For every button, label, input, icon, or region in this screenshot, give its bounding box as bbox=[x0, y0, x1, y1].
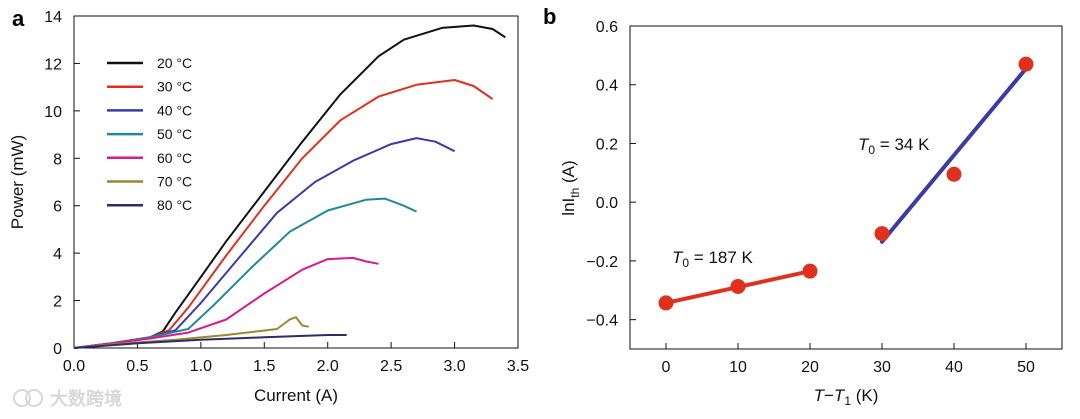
chart-a-xtick-label: 1.5 bbox=[253, 358, 275, 375]
legend-label-0: 20 °C bbox=[157, 55, 192, 71]
chart-a-ytick-label: 2 bbox=[53, 294, 62, 311]
panel-b-label: b bbox=[543, 4, 556, 29]
chart-b-xtick-label: 30 bbox=[873, 359, 891, 376]
legend-label-6: 80 °C bbox=[157, 197, 192, 213]
chart-b-xtick-label: 10 bbox=[729, 359, 747, 376]
chart-b-ytick-label: 0.4 bbox=[596, 78, 618, 95]
fit-label-34k-t: T bbox=[858, 135, 870, 154]
chart-a-ylabel: Power (mW) bbox=[8, 135, 27, 229]
panel-a-label: a bbox=[12, 6, 25, 31]
data-point-3 bbox=[874, 226, 890, 242]
fit-label-187k-sub: 0 bbox=[682, 256, 689, 270]
chart-b-ytick-label: −0.4 bbox=[586, 313, 618, 330]
chart-b-ytick-label: −0.2 bbox=[586, 254, 618, 271]
chart-a-frame bbox=[73, 15, 519, 349]
watermark-text: 大数跨境 bbox=[50, 388, 122, 409]
chart-b-ylabel: lnIth (A) bbox=[559, 160, 582, 215]
chart-a-ytick-label: 0 bbox=[53, 341, 62, 358]
chart-a-xtick-label: 0.0 bbox=[63, 358, 85, 375]
fit-line-1 bbox=[880, 66, 1028, 244]
legend-label-2: 40 °C bbox=[157, 102, 192, 118]
watermark: 大数跨境 bbox=[13, 388, 122, 409]
chart-a: 0.0 0.5 1.0 1.5 2.0 2.5 3.0 3.5 0 2 4 6 8 10 12 14 20 °… bbox=[8, 9, 529, 405]
fit-label-187k-val: = 187 K bbox=[689, 248, 753, 267]
series-line-6 bbox=[73, 334, 347, 349]
chart-a-ytick-label: 14 bbox=[44, 9, 62, 26]
fit-label-187k: T0 = 187 K bbox=[672, 248, 754, 270]
data-point-0 bbox=[658, 295, 674, 311]
series-line-0 bbox=[73, 24, 506, 349]
chart-a-ytick-label: 10 bbox=[44, 104, 62, 121]
chart-a-ytick-label: 12 bbox=[44, 56, 62, 73]
chart-b-ytick-label: 0.6 bbox=[596, 19, 618, 36]
fit-label-34k: T0 = 34 K bbox=[858, 135, 930, 157]
chart-a-xtick-label: 3.0 bbox=[443, 358, 465, 375]
chart-a-xtick-label: 0.5 bbox=[126, 358, 148, 375]
chart-b-xlabel-t1: T bbox=[834, 386, 846, 405]
chart-b-xtick-label: 20 bbox=[801, 359, 819, 376]
fit-label-34k-sub: 0 bbox=[868, 143, 875, 157]
chart-a-xtick-label: 3.5 bbox=[507, 358, 529, 375]
data-point-2 bbox=[802, 263, 818, 279]
chart-b-xlabel-t: T bbox=[814, 386, 826, 405]
data-point-4 bbox=[946, 166, 962, 182]
chart-a-ytick-label: 6 bbox=[53, 199, 62, 216]
chart-b-ytick-label: 0.2 bbox=[596, 136, 618, 153]
chart-b-xtick-label: 40 bbox=[945, 359, 963, 376]
data-point-5 bbox=[1018, 56, 1034, 72]
legend-label-4: 60 °C bbox=[157, 150, 192, 166]
legend-label-5: 70 °C bbox=[157, 174, 192, 190]
chart-a-xtick-label: 2.0 bbox=[317, 358, 339, 375]
chart-b-ytick-label: 0.0 bbox=[596, 195, 618, 212]
fit-label-34k-val: = 34 K bbox=[875, 135, 930, 154]
watermark-logo-icon bbox=[13, 389, 31, 407]
chart-b-xtick-label: 0 bbox=[662, 359, 671, 376]
chart-a-xlabel: Current (A) bbox=[254, 386, 338, 405]
watermark-logo-icon-2 bbox=[25, 389, 43, 407]
chart-b-ylabel-unit: (A) bbox=[559, 160, 578, 187]
chart-a-xtick-label: 2.5 bbox=[380, 358, 402, 375]
chart-b-xlabel-sub: 1 bbox=[844, 394, 851, 408]
series-line-1 bbox=[73, 79, 494, 349]
legend-label-1: 30 °C bbox=[157, 79, 192, 95]
chart-b-frame bbox=[629, 25, 1063, 350]
chart-b-ylabel-main: lnI bbox=[559, 198, 578, 216]
chart-b-xtick-label: 50 bbox=[1017, 359, 1035, 376]
chart-b-xlabel: T−T1 (K) bbox=[814, 386, 879, 408]
chart-a-xtick-label: 1.0 bbox=[190, 358, 212, 375]
chart-a-ytick-label: 8 bbox=[53, 151, 62, 168]
series-line-3 bbox=[73, 197, 417, 349]
chart-b-xlabel-minus: − bbox=[824, 386, 834, 405]
chart-a-ytick-label: 4 bbox=[53, 246, 62, 263]
data-point-1 bbox=[730, 278, 746, 294]
chart-b: 0 10 20 30 40 50−0.4−0.20.00.20.40.6 T−T1 (K)… bbox=[559, 19, 1063, 408]
chart-b-ylabel-sub: th bbox=[568, 188, 582, 198]
chart-b-xlabel-unit: (K) bbox=[851, 386, 878, 405]
legend-label-3: 50 °C bbox=[157, 126, 192, 142]
series-line-4 bbox=[73, 256, 379, 349]
fit-label-187k-t: T bbox=[672, 248, 684, 267]
series-line-2 bbox=[73, 137, 456, 349]
